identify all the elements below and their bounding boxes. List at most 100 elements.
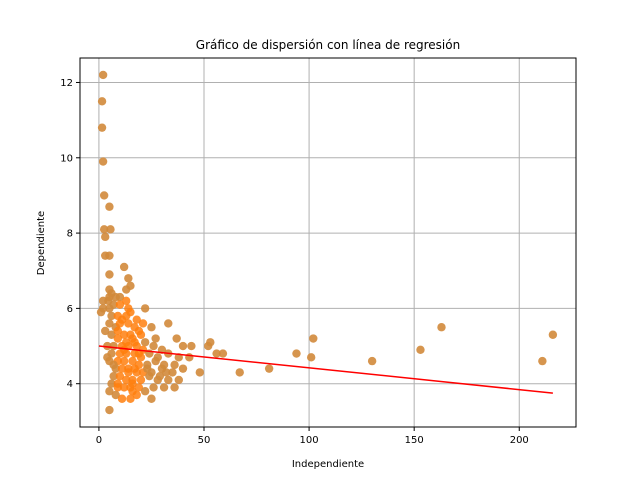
scatter-point: [206, 338, 215, 347]
scatter-point: [107, 311, 116, 321]
scatter-point: [107, 379, 116, 388]
scatter-point: [416, 345, 425, 355]
y-tick-label: 12: [60, 78, 73, 89]
scatter-point: [96, 307, 106, 317]
scatter-point: [101, 326, 110, 336]
scatter-point: [136, 330, 146, 339]
scatter-point: [119, 330, 129, 339]
y-tick-label: 6: [67, 304, 73, 315]
scatter-point: [124, 368, 133, 377]
scatter-point: [128, 379, 137, 388]
scatter-point: [168, 368, 177, 377]
scatter-point: [119, 356, 129, 366]
scatter-point: [109, 360, 118, 370]
scatter-point: [124, 319, 133, 328]
plot-frame: [79, 57, 577, 428]
scatter-point: [538, 356, 547, 366]
scatter-point: [105, 202, 114, 211]
scatter-point: [119, 262, 129, 272]
scatter-point: [128, 387, 137, 396]
scatter-point: [130, 364, 139, 373]
scatter-point: [101, 232, 110, 242]
scatter-point: [97, 97, 107, 106]
scatter-point: [113, 379, 123, 388]
scatter-point: [147, 394, 156, 403]
scatter-point: [124, 274, 133, 283]
scatter-point: [97, 123, 107, 132]
scatter-point: [122, 296, 131, 306]
scatter-point: [235, 368, 244, 377]
scatter-point: [117, 394, 127, 403]
scatter-point: [264, 364, 274, 373]
scatter-point: [218, 349, 228, 358]
scatter-point: [159, 383, 169, 392]
scatter-point: [164, 319, 173, 328]
scatter-point: [138, 319, 148, 328]
y-tick-label: 10: [60, 153, 73, 164]
y-tick-label: 8: [67, 229, 73, 240]
scatter-point: [128, 356, 137, 366]
scatter-point: [126, 394, 135, 403]
scatter-point: [437, 323, 446, 332]
x-tick-label: 200: [510, 435, 529, 446]
scatter-point: [195, 368, 204, 377]
scatter-point: [309, 334, 318, 343]
scatter-point: [136, 375, 146, 385]
scatter-point: [111, 390, 120, 400]
scatter-point: [178, 364, 188, 373]
scatter-point: [149, 341, 158, 351]
data-layer: [96, 70, 558, 415]
scatter-point: [115, 371, 125, 381]
scatter-point: [113, 326, 123, 336]
scatter-point: [98, 70, 108, 80]
scatter-point: [134, 383, 144, 392]
scatter-point: [98, 157, 108, 166]
scatter-point: [132, 315, 141, 324]
scatter-point: [155, 371, 165, 381]
x-tick-label: 100: [300, 435, 319, 446]
chart-title: Gráfico de dispersión con línea de regre…: [196, 38, 460, 52]
x-tick-label: 150: [405, 435, 424, 446]
scatter-point: [151, 356, 160, 366]
scatter-point: [145, 371, 154, 381]
scatter-point: [306, 353, 316, 362]
scatter-point: [105, 387, 114, 396]
scatter-point: [140, 338, 150, 347]
scatter-point: [115, 319, 125, 328]
x-tick-label: 0: [96, 435, 102, 446]
scatter-point: [105, 319, 114, 328]
scatter-point: [170, 383, 179, 392]
scatter-point: [115, 292, 125, 302]
scatter-point: [134, 349, 144, 358]
scatter-point: [122, 285, 131, 294]
scatter-point: [99, 191, 109, 200]
scatter-point: [109, 341, 118, 351]
scatter-point: [122, 311, 131, 321]
scatter-point: [109, 371, 118, 381]
scatter-point: [107, 330, 116, 339]
regression-line: [98, 345, 553, 394]
scatter-point: [103, 341, 112, 351]
scatter-point: [122, 375, 131, 385]
scatter-point: [161, 368, 171, 377]
scatter-point: [292, 349, 301, 358]
scatter-point: [151, 334, 160, 343]
x-tick-label: 50: [198, 435, 211, 446]
scatter-point: [187, 341, 196, 351]
scatter-point: [115, 300, 125, 309]
scatter-point: [140, 304, 150, 313]
scatter-point: [164, 375, 173, 385]
scatter-point: [105, 270, 114, 279]
scatter-point: [170, 360, 179, 370]
scatter-point: [119, 383, 129, 392]
y-tick-label: 4: [67, 379, 73, 390]
x-axis-label: Independiente: [292, 459, 364, 470]
scatter-point: [130, 338, 139, 347]
scatter-point: [119, 345, 129, 355]
scatter-point: [147, 323, 156, 332]
ticks: 0 50 100 150 200 4 6 8 10 12: [60, 78, 529, 446]
scatter-point: [113, 334, 123, 343]
scatter-point: [105, 405, 114, 415]
